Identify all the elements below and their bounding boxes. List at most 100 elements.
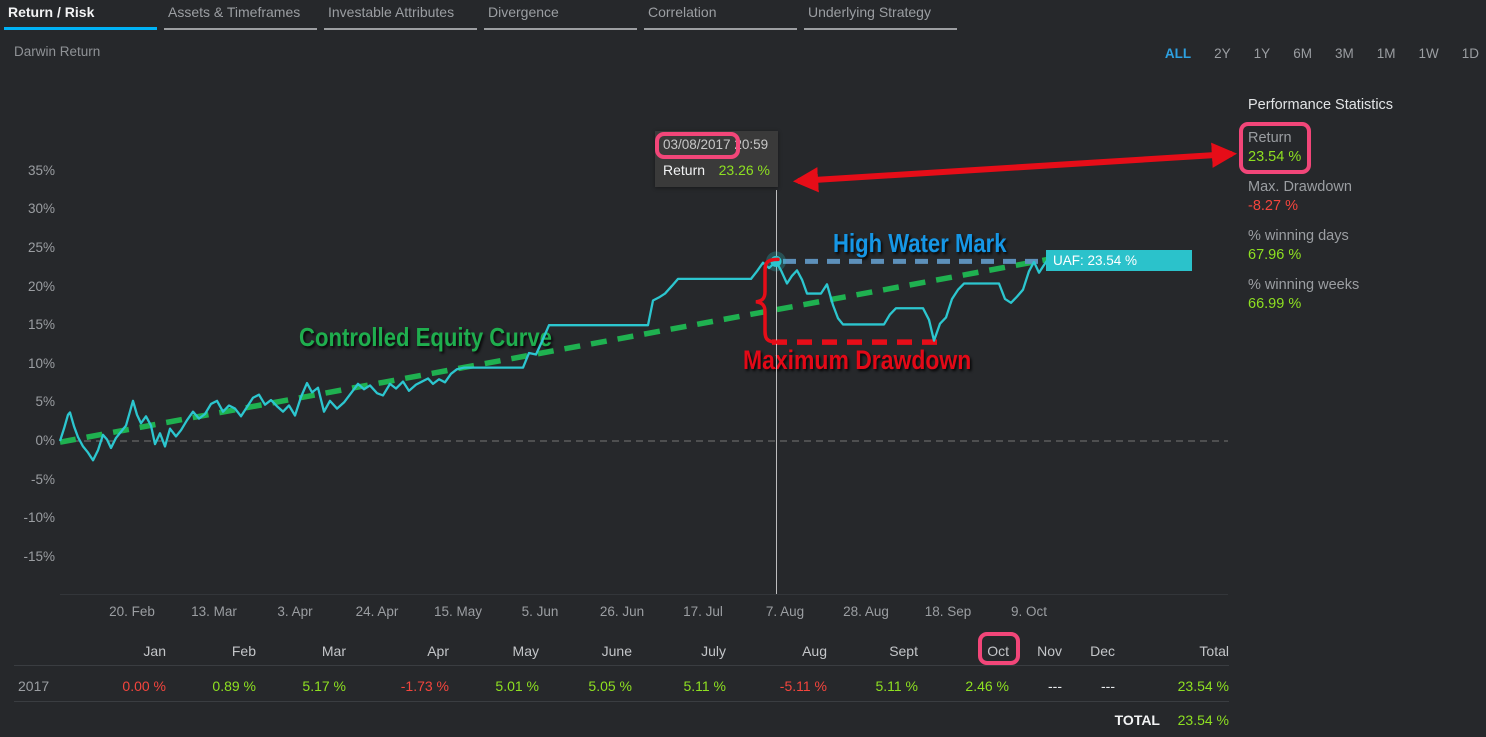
val-jan: 0.00 % — [122, 678, 166, 694]
x-tick-label: 28. Aug — [843, 604, 889, 619]
monthly-table-header: Jan Feb Mar Apr May June July Aug Sept O… — [0, 637, 1229, 665]
val-apr: -1.73 % — [400, 678, 449, 694]
val-may: 5.01 % — [495, 678, 539, 694]
timeframe-1d[interactable]: 1D — [1461, 46, 1479, 61]
tooltip-return-label: Return — [663, 162, 706, 178]
drawdown-brace — [755, 257, 780, 344]
stat-return-label: Return — [1248, 130, 1292, 146]
table-row: 2017 0.00 % 0.89 % 5.17 % -1.73 % 5.01 %… — [0, 672, 1229, 700]
hover-dot-halo — [766, 251, 786, 272]
tab-assets-timeframes[interactable]: Assets & Timeframes — [164, 4, 317, 30]
y-tick-label: 10% — [27, 355, 55, 371]
col-total: Total — [1199, 643, 1229, 659]
val-aug: -5.11 % — [779, 678, 827, 694]
y-tick-label: 15% — [27, 317, 55, 333]
monthly-returns-row-wrap: 2017 0.00 % 0.89 % 5.17 % -1.73 % 5.01 %… — [0, 672, 1229, 700]
controlled-equity-curve-label: Controlled Equity Curve — [299, 322, 552, 352]
tab-underlying-strategy[interactable]: Underlying Strategy — [804, 4, 957, 30]
tab-underline — [484, 28, 637, 30]
col-dec: Dec — [1090, 643, 1115, 659]
col-nov: Nov — [1037, 643, 1062, 659]
y-tick-label: 30% — [27, 201, 55, 217]
row-year: 2017 — [18, 678, 50, 694]
tab-underline — [4, 27, 157, 30]
timeframe-1y[interactable]: 1Y — [1253, 46, 1271, 61]
y-tick-label: 0% — [35, 433, 55, 448]
x-tick-label: 7. Aug — [765, 604, 805, 619]
hover-dot — [770, 255, 782, 267]
col-oct: Oct — [987, 643, 1009, 659]
high-water-mark-label: High Water Mark — [833, 228, 1007, 258]
y-tick-label: -5% — [30, 471, 55, 487]
grand-total-value: 23.54 % — [1177, 712, 1229, 728]
tooltip-datetime: 03/08/2017 20:59 — [655, 131, 778, 152]
stat-winning-days-value: 67.96 % — [1248, 247, 1302, 263]
x-tick-label: 18. Sep — [924, 604, 972, 619]
y-tick-label: -10% — [23, 510, 55, 526]
stat-winning-days-label: % winning days — [1248, 228, 1349, 244]
y-tick-label: -15% — [23, 548, 55, 564]
stat-winning-weeks-value: 66.99 % — [1248, 296, 1302, 312]
val-july: 5.11 % — [683, 678, 726, 694]
stat-max-drawdown-label: Max. Drawdown — [1248, 179, 1352, 195]
tooltip-return-value: 23.26 % — [718, 162, 770, 178]
x-tick-label: 3. Apr — [277, 604, 313, 619]
x-tick-label: 13. Mar — [191, 604, 237, 619]
tab-return-risk[interactable]: Return / Risk — [4, 4, 157, 30]
x-tick-label: 17. Jul — [683, 604, 723, 619]
tab-investable-attributes[interactable]: Investable Attributes — [324, 4, 477, 30]
timeframe-1m[interactable]: 1M — [1376, 46, 1396, 61]
x-tick-label: 15. May — [433, 604, 483, 619]
tab-underline — [644, 28, 797, 30]
val-total: 23.54 % — [1177, 678, 1229, 694]
tab-divergence[interactable]: Divergence — [484, 4, 637, 30]
tab-correlation[interactable]: Correlation — [644, 4, 797, 30]
tab-underline — [164, 28, 317, 30]
col-mar: Mar — [321, 643, 346, 659]
chart-subtitle: Darwin Return — [14, 44, 101, 59]
grand-total-label: TOTAL — [1114, 712, 1160, 728]
timeframe-3m[interactable]: 3M — [1334, 46, 1354, 61]
y-tick-label: 35% — [27, 162, 55, 178]
timeframe-selector: ALL 2Y 1Y 6M 3M 1M 1W 1D — [1165, 46, 1479, 61]
tooltip-return-row: Return 23.26 % — [655, 152, 778, 178]
table-separator — [14, 665, 1229, 666]
col-may: May — [512, 643, 539, 659]
tab-underline — [804, 28, 957, 30]
col-jan: Jan — [143, 643, 166, 659]
monthly-returns-table: Jan Feb Mar Apr May June July Aug Sept O… — [0, 637, 1229, 665]
timeframe-6m[interactable]: 6M — [1293, 46, 1312, 61]
val-sept: 5.11 % — [875, 678, 918, 694]
tooltip-date: 03/08/2017 — [663, 137, 731, 152]
highlight-box-tooltip-date — [655, 132, 740, 159]
timeframe-2y[interactable]: 2Y — [1214, 46, 1231, 61]
x-tick-label: 26. Jun — [599, 604, 645, 619]
val-feb: 0.89 % — [212, 678, 256, 694]
return-link-arrow — [792, 142, 1238, 193]
tooltip-time: 20:59 — [734, 137, 769, 152]
col-july: July — [701, 643, 726, 659]
val-oct: 2.46 % — [965, 678, 1009, 694]
maximum-drawdown-label: Maximum Drawdown — [743, 345, 972, 375]
table-separator — [14, 701, 1229, 702]
timeframe-1w[interactable]: 1W — [1418, 46, 1439, 61]
chart-tooltip: 03/08/2017 20:59 Return 23.26 % — [655, 131, 778, 187]
y-tick-label: 25% — [27, 240, 55, 255]
col-feb: Feb — [231, 643, 256, 659]
y-tick-label: 20% — [27, 278, 55, 294]
col-aug: Aug — [802, 643, 827, 659]
col-sept: Sept — [889, 643, 918, 659]
timeframe-all[interactable]: ALL — [1164, 46, 1192, 61]
performance-statistics-title: Performance Statistics — [1248, 97, 1394, 113]
stat-max-drawdown-value: -8.27 % — [1248, 198, 1298, 214]
stat-return-value: 23.54 % — [1248, 149, 1302, 165]
x-tick-label: 20. Feb — [109, 604, 155, 619]
col-apr: Apr — [427, 643, 449, 659]
stat-winning-weeks-label: % winning weeks — [1248, 277, 1360, 293]
col-june: June — [601, 643, 632, 659]
highlight-box-oct-column — [978, 632, 1020, 665]
highlight-box-return-stat — [1239, 122, 1311, 174]
x-tick-label: 24. Apr — [355, 604, 399, 619]
y-tick-label: 5% — [35, 394, 55, 410]
